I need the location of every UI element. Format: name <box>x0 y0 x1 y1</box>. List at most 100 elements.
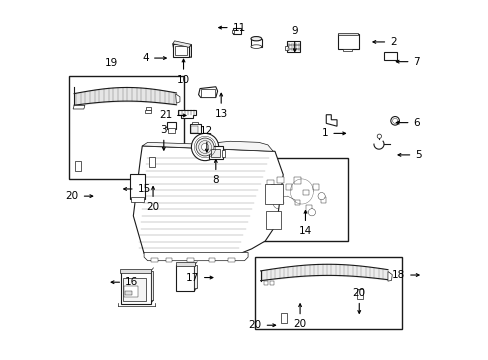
Text: 17: 17 <box>185 273 212 283</box>
Bar <box>221 150 224 157</box>
Bar <box>282 315 285 321</box>
Polygon shape <box>172 41 191 47</box>
Bar <box>125 291 131 296</box>
Text: 4: 4 <box>142 53 166 63</box>
Text: 19: 19 <box>105 58 118 68</box>
Bar <box>287 44 290 46</box>
Bar <box>76 162 80 170</box>
Text: 16: 16 <box>111 277 138 287</box>
Bar <box>285 46 287 50</box>
Bar <box>172 44 188 57</box>
Bar <box>305 206 312 212</box>
Bar <box>297 44 300 46</box>
Polygon shape <box>172 44 191 57</box>
Polygon shape <box>387 271 391 281</box>
Bar <box>176 265 194 291</box>
Text: 3: 3 <box>160 125 167 150</box>
Text: 18: 18 <box>391 270 418 280</box>
Circle shape <box>392 118 397 123</box>
Bar <box>208 258 215 262</box>
Bar <box>383 51 396 59</box>
Bar <box>343 49 351 51</box>
Bar <box>190 125 201 134</box>
Text: 6: 6 <box>395 118 419 128</box>
Text: 13: 13 <box>214 93 227 119</box>
Bar <box>265 184 282 204</box>
Text: 20: 20 <box>352 288 365 313</box>
Polygon shape <box>142 141 273 151</box>
Polygon shape <box>73 105 85 109</box>
Polygon shape <box>178 110 196 118</box>
Bar <box>131 197 143 202</box>
Bar <box>294 200 300 205</box>
Bar <box>286 184 292 190</box>
Bar <box>167 122 175 129</box>
Bar <box>208 146 223 159</box>
Bar <box>297 48 300 50</box>
Bar <box>265 211 281 229</box>
Bar <box>151 258 158 262</box>
Bar <box>264 281 267 285</box>
Text: 8: 8 <box>212 159 219 185</box>
Bar <box>232 28 240 35</box>
Bar <box>167 128 175 134</box>
Bar <box>129 174 144 199</box>
Circle shape <box>390 117 399 125</box>
Bar <box>337 35 358 49</box>
Bar <box>358 291 362 298</box>
Bar <box>69 76 183 179</box>
Bar <box>201 89 215 97</box>
Bar <box>312 184 319 190</box>
Text: 20: 20 <box>293 304 306 329</box>
Text: 14: 14 <box>298 211 311 236</box>
Polygon shape <box>133 146 283 253</box>
Text: 15: 15 <box>123 184 151 194</box>
Text: 12: 12 <box>200 126 213 152</box>
Bar <box>150 271 153 300</box>
Circle shape <box>308 209 315 216</box>
Circle shape <box>196 138 214 156</box>
Bar <box>257 158 348 241</box>
Bar <box>281 314 286 323</box>
Bar <box>123 278 145 301</box>
Polygon shape <box>175 94 180 103</box>
Bar <box>194 265 197 288</box>
Bar <box>149 157 155 167</box>
Text: 5: 5 <box>397 150 421 160</box>
Text: 10: 10 <box>177 59 190 85</box>
Bar <box>192 122 197 125</box>
Bar <box>120 269 151 273</box>
Bar <box>338 33 357 36</box>
Bar <box>357 289 363 300</box>
Bar <box>250 39 261 46</box>
Bar <box>165 258 172 262</box>
Bar <box>255 257 402 329</box>
Text: 21: 21 <box>159 111 185 121</box>
Ellipse shape <box>250 37 261 41</box>
Bar <box>303 190 308 195</box>
Bar <box>291 44 293 46</box>
Circle shape <box>269 184 276 192</box>
Polygon shape <box>325 115 336 126</box>
Text: 2: 2 <box>372 37 396 47</box>
Bar <box>175 262 195 266</box>
Bar <box>294 44 296 46</box>
Polygon shape <box>198 87 217 98</box>
Text: 1: 1 <box>321 129 345 138</box>
Bar <box>174 46 186 55</box>
Bar <box>294 48 296 50</box>
Bar <box>124 286 138 297</box>
Bar <box>144 111 151 113</box>
Bar <box>210 149 220 157</box>
Bar <box>277 177 283 183</box>
Text: 20: 20 <box>248 320 275 330</box>
Bar <box>286 41 300 52</box>
Polygon shape <box>144 252 247 261</box>
Circle shape <box>376 134 381 138</box>
Bar <box>294 177 300 184</box>
Circle shape <box>201 143 208 150</box>
Bar <box>228 258 234 262</box>
Bar <box>146 107 150 111</box>
Bar <box>231 30 234 33</box>
Circle shape <box>191 134 218 161</box>
